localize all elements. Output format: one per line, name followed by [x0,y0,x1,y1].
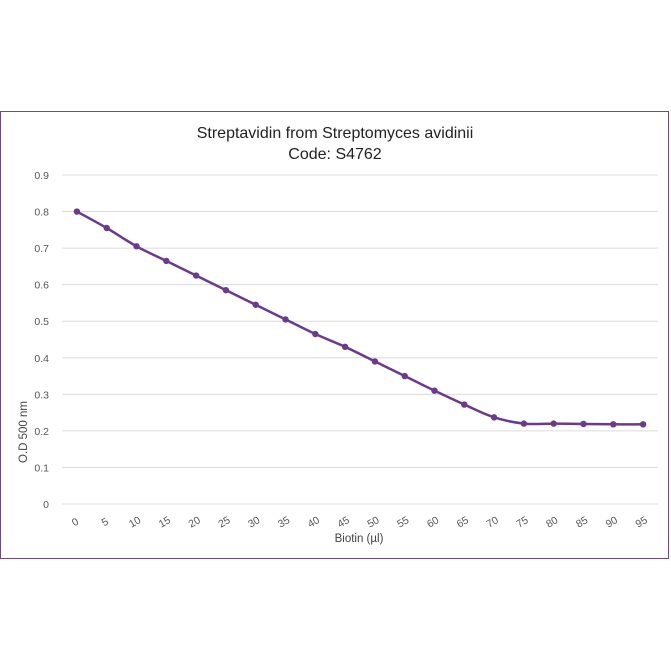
data-point [223,287,229,293]
y-tick-label: 0.6 [34,280,49,292]
chart-title: Streptavidin from Streptomyces avidinii [197,125,474,142]
x-tick-label: 10 [127,514,143,530]
x-tick-label: 50 [365,514,381,530]
data-point [580,421,586,427]
data-point [282,316,288,322]
data-point [133,243,139,249]
data-point [253,302,259,308]
chart-frame: Streptavidin from Streptomyces avidinii … [0,111,669,559]
y-axis-label: O.D 500 nm [18,401,30,463]
data-point [104,225,110,231]
x-tick-label: 15 [157,514,173,530]
y-axis-ticks: 0 0.1 0.2 0.3 0.4 0.5 0.6 0.7 0.8 0.9 [34,170,49,511]
x-axis-ticks: 0 5 10 15 20 25 30 35 40 45 50 55 60 65 70 75 80 85 90 95 [70,514,650,530]
x-tick-label: 95 [634,514,650,530]
x-tick-label: 30 [246,514,262,530]
data-point [461,401,467,407]
x-tick-label: 60 [425,514,441,530]
y-tick-label: 0.1 [34,462,49,474]
y-tick-label: 0.9 [34,170,49,182]
y-tick-label: 0.2 [34,426,49,438]
data-point [193,272,199,278]
x-tick-label: 20 [187,514,203,530]
x-tick-label: 80 [544,514,560,530]
x-tick-label: 45 [336,514,352,530]
x-tick-label: 40 [306,514,322,530]
x-tick-label: 55 [395,514,411,530]
data-point [431,387,437,393]
y-tick-label: 0 [43,499,49,511]
data-point [610,421,616,427]
data-point [163,258,169,264]
x-tick-label: 85 [574,514,590,530]
y-tick-label: 0.3 [34,389,49,401]
line-chart: Streptavidin from Streptomyces avidinii … [1,112,670,560]
data-point [521,420,527,426]
data-point [640,421,646,427]
data-point [342,344,348,350]
data-point [312,331,318,337]
data-point [551,420,557,426]
x-tick-label: 70 [485,514,501,530]
y-tick-label: 0.8 [34,207,49,219]
x-tick-label: 0 [70,516,81,529]
data-point [491,414,497,420]
data-point [402,373,408,379]
x-tick-label: 75 [514,514,530,530]
x-tick-label: 35 [276,514,292,530]
x-tick-label: 25 [216,514,232,530]
y-tick-label: 0.7 [34,243,49,255]
x-tick-label: 90 [604,514,620,530]
chart-subtitle: Code: S4762 [288,146,382,163]
x-axis-label: Biotin (µl) [335,533,384,545]
data-point [372,358,378,364]
y-tick-label: 0.4 [34,353,49,365]
x-tick-label: 5 [100,516,111,529]
data-point [74,208,80,214]
x-tick-label: 65 [455,514,471,530]
y-tick-label: 0.5 [34,316,49,328]
series-line [77,212,643,425]
gridlines [62,175,658,504]
